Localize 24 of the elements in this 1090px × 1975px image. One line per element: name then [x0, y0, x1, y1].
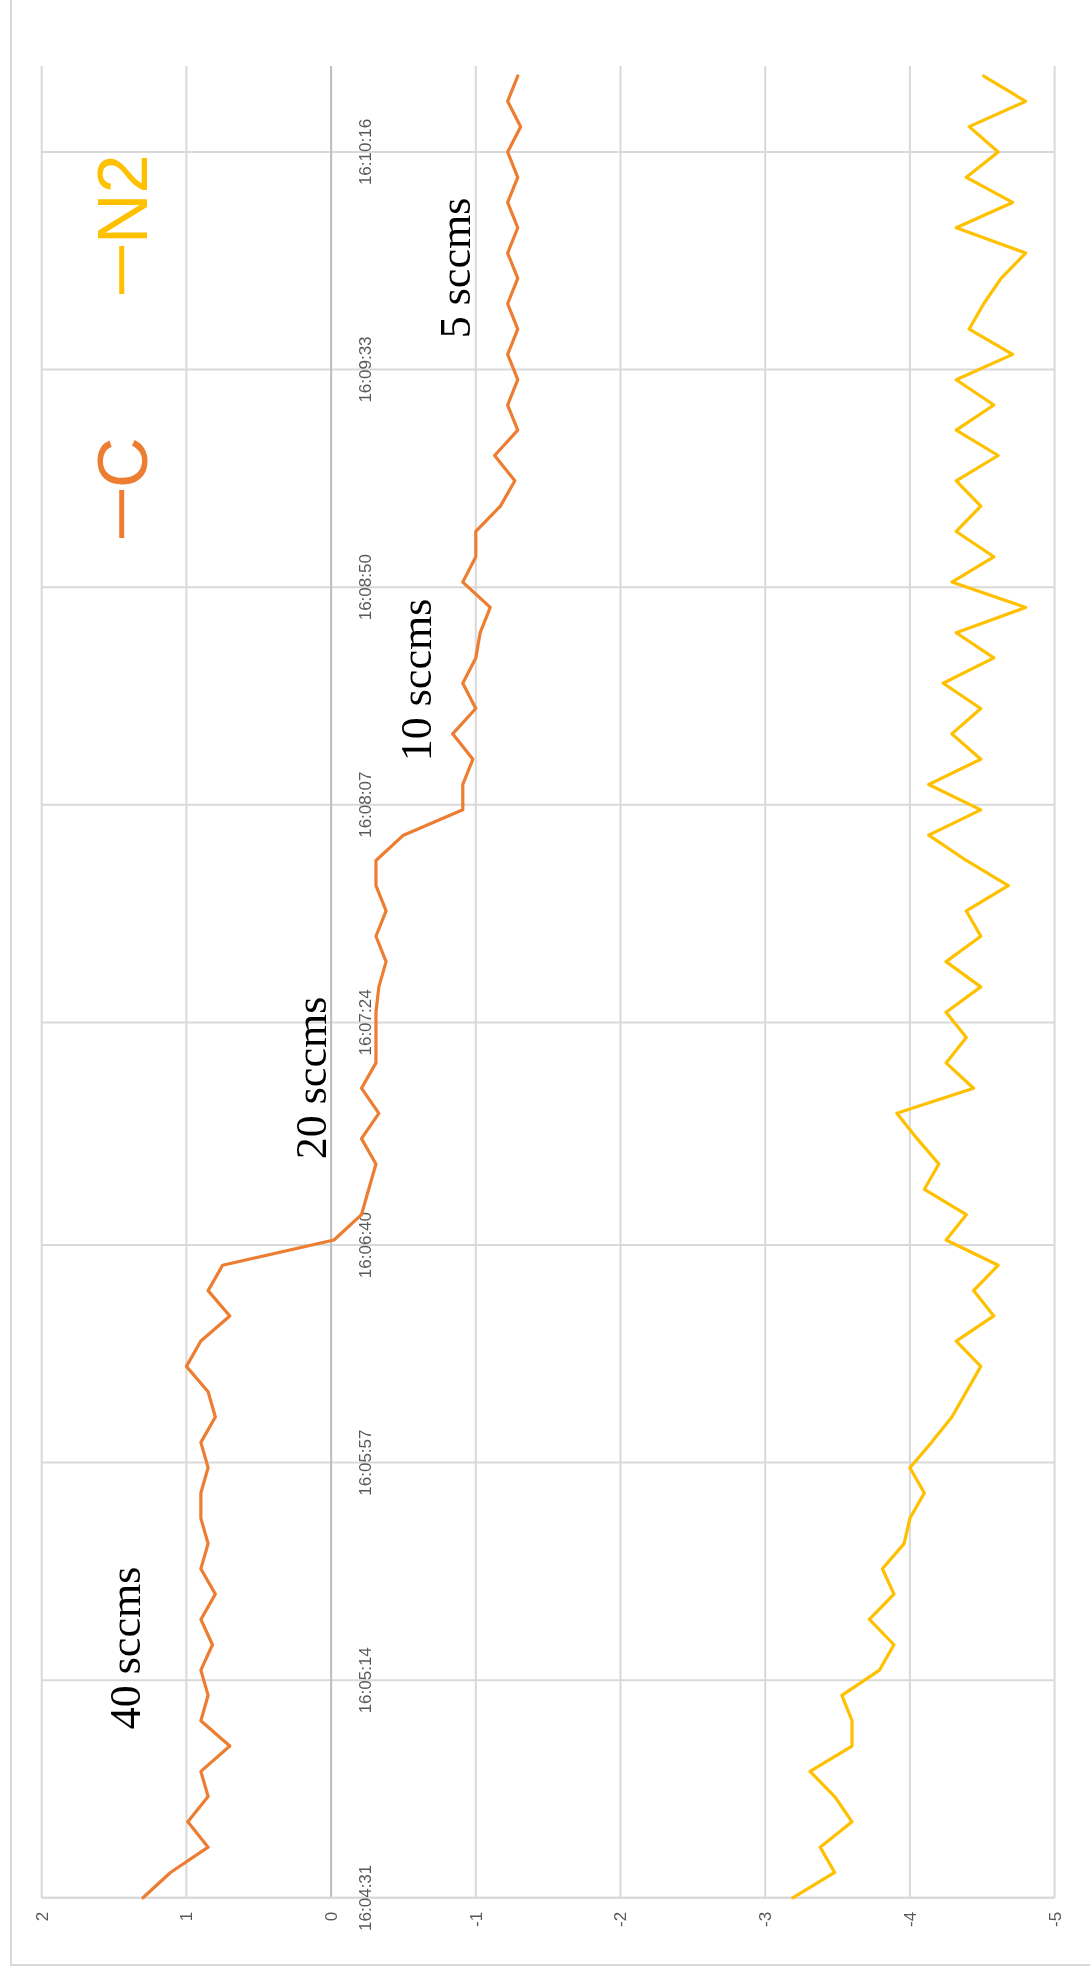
y-tick-label: 16:05:57	[356, 1429, 376, 1496]
y-tick-label: 16:08:07	[356, 771, 376, 838]
x-tick-label: -1	[466, 1911, 486, 1927]
y-tick-label: 16:05:14	[356, 1647, 376, 1714]
x-tick-label: -3	[756, 1911, 776, 1927]
line-series	[791, 74, 1028, 1900]
text: C	[83, 437, 162, 488]
x-tick-label: -5	[1045, 1911, 1065, 1927]
y-tick-label: 16:07:24	[356, 989, 376, 1056]
y-tick-label: 16:10:16	[356, 118, 376, 186]
x-tick-label: -2	[611, 1911, 631, 1927]
y-tick-label: 16:04:31	[356, 1864, 376, 1931]
text: N2	[83, 154, 162, 244]
y-tick-label: 16:08:50	[356, 554, 376, 621]
x-tick-label: 1	[177, 1911, 197, 1922]
x-tick-label: 2	[32, 1911, 52, 1922]
y-tick-label: 16:09:33	[356, 336, 376, 403]
annotation: 40 sccms	[101, 1566, 151, 1730]
y-tick-label: 16:06:40	[356, 1211, 376, 1279]
annotation: 5 sccms	[431, 197, 481, 339]
annotation: 20 sccms	[287, 996, 337, 1160]
annotation: 10 sccms	[392, 598, 442, 762]
x-tick-label: 0	[322, 1911, 342, 1922]
x-tick-label: -4	[900, 1911, 920, 1927]
